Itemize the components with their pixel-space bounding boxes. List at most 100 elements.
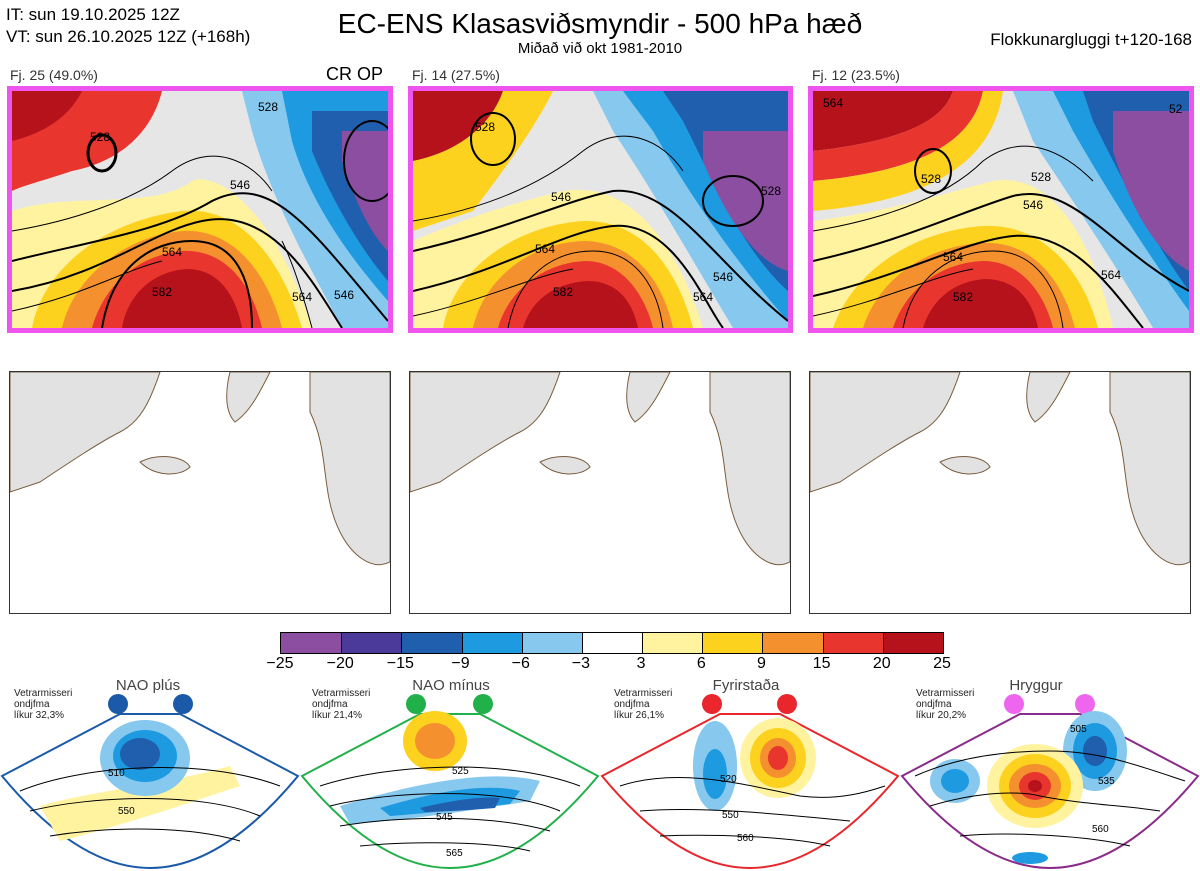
regime-contour-label: 560: [737, 833, 754, 844]
cluster-map-3: 564 528 546 564 582 564 528 52: [813, 91, 1189, 328]
contour-label: 582: [553, 285, 573, 299]
window-label: Flokkunargluggi t+120-168: [990, 30, 1192, 49]
regime-contour-label: 525: [452, 766, 469, 777]
colorbar-tick-label: 20: [872, 655, 891, 672]
regime-2-map: 525 545 565: [300, 711, 600, 870]
regime-1-note-line2: ondjfma: [14, 699, 50, 710]
regime-contour-label: 535: [1098, 776, 1115, 787]
it-line: IT: sun 19.10.2025 12Z: [6, 5, 180, 24]
panel-1-crop-label: CR OP: [326, 64, 384, 84]
regime-3-note: Vetrarmisseri ondjfma líkur 26,1%: [614, 688, 672, 721]
colorbar-ticks: −25 −20 −15 −9 −6 −3 3 6 9 15 20 25: [266, 655, 950, 675]
regime-contour-label: 505: [1070, 724, 1087, 735]
regime-2-name: NAO mínus: [412, 677, 490, 694]
regime-4-dot-left: [1004, 694, 1024, 714]
regime-contour-label: 565: [446, 848, 463, 859]
colorbar-tick-label: −9: [451, 655, 470, 672]
regime-1-dot-right: [173, 694, 193, 714]
regime-3-map: 520 550 560: [600, 713, 900, 870]
regime-2-note-line2: ondjfma: [312, 699, 348, 710]
regime-contour-label: 510: [108, 768, 125, 779]
colorbar-tick-label: −20: [326, 655, 354, 672]
regime-contour-label: 560: [1092, 824, 1109, 835]
regime-4-note: Vetrarmisseri ondjfma líkur 20,2%: [916, 688, 974, 721]
contour-label: 564: [1101, 268, 1121, 282]
contour-label: 546: [713, 270, 733, 284]
colorbar-segment: [461, 633, 522, 653]
colorbar-segment: [882, 633, 943, 653]
contour-label: 52: [1169, 102, 1183, 116]
colorbar-segment: [762, 633, 823, 653]
colorbar-tick-label: 6: [696, 655, 706, 672]
page-subtitle: Miðað við okt 1981-2010: [517, 40, 683, 57]
regime-4-map: 505 535 560: [900, 711, 1200, 870]
contour-label: 582: [953, 290, 973, 304]
cluster-panel-2: 528 546 564 582 546 564 528: [408, 86, 793, 333]
regime-1-map: 510 550: [0, 713, 300, 870]
regime-contour-label: 550: [722, 810, 739, 821]
regime-contour-label: 550: [118, 806, 135, 817]
regime-1-dot-left: [108, 694, 128, 714]
colorbar-segment: [642, 633, 703, 653]
colorbar-tick-label: 3: [636, 655, 646, 672]
base-map-1: [9, 371, 391, 614]
regime-1-note-line3: líkur 32,3%: [14, 710, 65, 721]
cluster-panel-3: 564 528 546 564 582 564 528 52: [808, 86, 1194, 333]
colorbar-segment: [401, 633, 462, 653]
contour-label: 528: [90, 130, 110, 144]
contour-label: 528: [761, 184, 781, 198]
colorbar-tick-label: −15: [386, 655, 414, 672]
header-left: IT: sun 19.10.2025 12Z VT: sun 26.10.202…: [6, 4, 250, 48]
regime-contour-label: 520: [720, 774, 737, 785]
colorbar: [280, 632, 944, 654]
colorbar-tick-label: −6: [511, 655, 530, 672]
panel-2-label: Fj. 14 (27.5%): [412, 67, 500, 83]
regime-1-note: Vetrarmisseri ondjfma líkur 32,3%: [14, 688, 72, 721]
regime-3-note-line3: líkur 26,1%: [614, 710, 665, 721]
regime-2-note-line3: líkur 21,4%: [312, 710, 363, 721]
contour-label: 564: [162, 245, 182, 259]
cluster-map-1: 528 546 564 582 564 546 528: [12, 91, 388, 328]
contour-label: 582: [152, 285, 172, 299]
regime-contour-label: 545: [436, 812, 453, 823]
regime-4-note-line2: ondjfma: [916, 699, 952, 710]
contour-label: 564: [292, 290, 312, 304]
colorbar-tick-label: 15: [812, 655, 831, 672]
contour-label: 528: [258, 100, 278, 114]
colorbar-tick-label: −3: [571, 655, 591, 672]
regime-row: NAO plús Vetrarmisseri ondjfma líkur 32,…: [0, 676, 1200, 871]
contour-label: 528: [475, 120, 495, 134]
base-map-2: [409, 371, 791, 614]
colorbar-segment: [521, 633, 582, 653]
regime-3-dot-right: [777, 694, 797, 714]
regime-1-note-line1: Vetrarmisseri: [14, 688, 73, 699]
contour-label: 546: [334, 288, 354, 302]
contour-label: 564: [823, 96, 843, 110]
contour-label: 564: [693, 290, 713, 304]
contour-label: 564: [943, 250, 963, 264]
regime-3-note-line2: ondjfma: [614, 699, 650, 710]
vt-line: VT: sun 26.10.2025 12Z (+168h): [6, 27, 251, 46]
colorbar-segment: [581, 633, 643, 653]
regime-2-note-line1: Vetrarmisseri: [312, 688, 371, 699]
regime-3-note-line1: Vetrarmisseri: [614, 688, 673, 699]
contour-label: 546: [230, 178, 250, 192]
contour-label: 564: [535, 242, 555, 256]
colorbar-tick-label: 9: [757, 655, 766, 672]
regime-4-note-line1: Vetrarmisseri: [916, 688, 975, 699]
regime-4-name: Hryggur: [1009, 677, 1063, 694]
colorbar-tick-label: 25: [933, 655, 951, 672]
contour-label: 546: [1023, 198, 1043, 212]
regime-4-note-line3: líkur 20,2%: [916, 710, 967, 721]
panel-3-label: Fj. 12 (23.5%): [812, 67, 900, 83]
colorbar-segment: [281, 633, 342, 653]
regime-3-name: Fyrirstaða: [712, 677, 780, 694]
panel-1-label: Fj. 25 (49.0%): [10, 67, 98, 83]
contour-label: 546: [551, 190, 571, 204]
regime-3-dot-left: [702, 694, 722, 714]
colorbar-segment: [341, 633, 402, 653]
regime-2-dot-right: [473, 694, 493, 714]
contour-label: 528: [921, 172, 941, 186]
page-title: EC-ENS Klasasviðsmyndir - 500 hPa hæð: [337, 8, 863, 39]
cluster-panel-1: 528 546 564 582 564 546 528: [7, 86, 393, 333]
